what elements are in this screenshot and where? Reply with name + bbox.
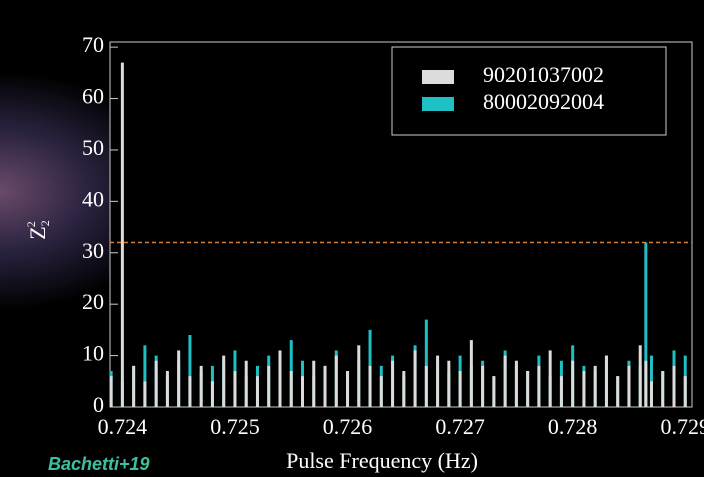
y-tick-label: 10	[82, 341, 104, 366]
page: Pulse Frequency (Hz) Z22 Bachetti+19 010…	[0, 0, 704, 477]
y-tick-label: 60	[82, 84, 104, 109]
y-tick-label: 50	[82, 135, 104, 160]
x-tick-label: 0.726	[323, 414, 373, 439]
y-tick-label: 40	[82, 186, 104, 211]
x-axis-label: Pulse Frequency (Hz)	[286, 448, 478, 473]
x-tick-label: 0.727	[435, 414, 485, 439]
x-tick-label: 0.728	[548, 414, 598, 439]
legend-label: 80002092004	[483, 89, 604, 114]
y-label-main: Z	[25, 226, 50, 239]
x-tick-label: 0.724	[98, 414, 148, 439]
legend-swatch	[422, 70, 454, 84]
y-label-sup: 2	[24, 221, 38, 227]
legend-swatch	[422, 97, 454, 111]
x-tick-label: 0.725	[210, 414, 260, 439]
y-label-sub: 2	[38, 220, 52, 226]
chart: Pulse Frequency (Hz) Z22 Bachetti+19 010…	[0, 0, 704, 477]
legend-label: 90201037002	[483, 62, 604, 87]
y-axis-label: Z22	[24, 220, 52, 239]
credit: Bachetti+19	[48, 454, 150, 474]
x-tick-label: 0.729	[660, 414, 704, 439]
y-tick-label: 30	[82, 238, 104, 263]
y-tick-label: 70	[82, 32, 104, 57]
y-tick-label: 20	[82, 289, 104, 314]
